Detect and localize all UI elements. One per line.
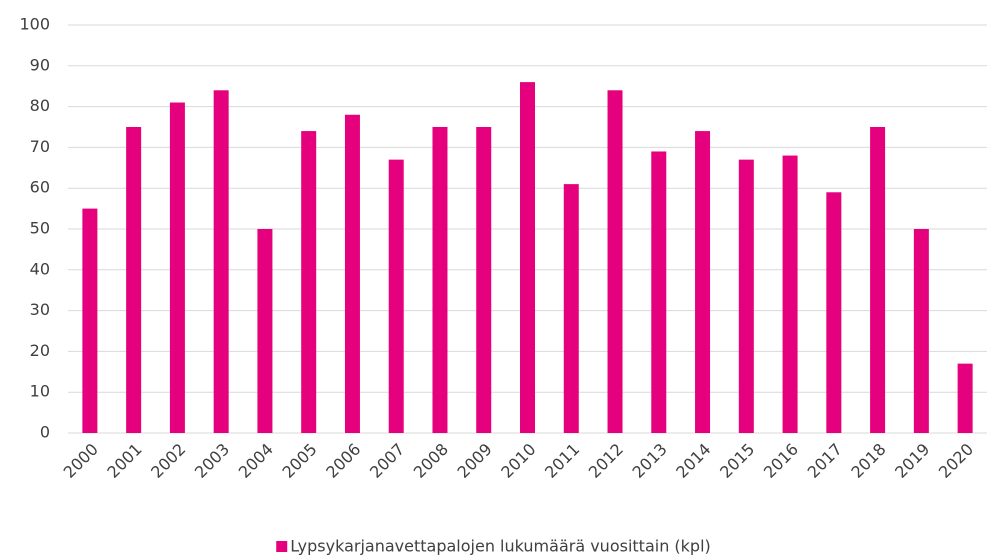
x-tick-label: 2011 bbox=[541, 440, 583, 482]
bar bbox=[476, 127, 492, 433]
x-tick-label: 2016 bbox=[760, 440, 802, 482]
y-tick-label: 0 bbox=[40, 423, 50, 442]
y-tick-label: 40 bbox=[30, 259, 50, 278]
legend-swatch bbox=[276, 541, 288, 552]
x-tick-label: 2002 bbox=[147, 440, 189, 482]
bar bbox=[432, 127, 448, 433]
bar bbox=[738, 159, 754, 433]
bar bbox=[344, 114, 360, 433]
x-tick-label: 2013 bbox=[629, 440, 671, 482]
y-tick-label: 80 bbox=[30, 96, 50, 115]
bar bbox=[913, 229, 929, 433]
bar bbox=[826, 192, 842, 433]
x-tick-label: 2009 bbox=[454, 440, 496, 482]
x-tick-label: 2001 bbox=[103, 440, 145, 482]
bar bbox=[126, 127, 142, 433]
bar bbox=[607, 90, 623, 433]
y-tick-label: 70 bbox=[30, 137, 50, 156]
legend-label: Lypsykarjanavettapalojen lukumäärä vuosi… bbox=[290, 537, 711, 556]
bar bbox=[870, 127, 886, 433]
bar bbox=[257, 229, 273, 433]
x-tick-label: 2005 bbox=[278, 440, 320, 482]
x-tick-label: 2000 bbox=[60, 440, 102, 482]
y-tick-label: 100 bbox=[19, 15, 50, 34]
bar bbox=[695, 131, 711, 433]
x-tick-label: 2008 bbox=[410, 440, 452, 482]
x-tick-label: 2010 bbox=[497, 440, 539, 482]
x-tick-label: 2014 bbox=[672, 440, 714, 482]
x-tick-label: 2020 bbox=[935, 440, 977, 482]
y-tick-label: 20 bbox=[30, 341, 50, 360]
bar bbox=[957, 363, 973, 433]
x-tick-label: 2012 bbox=[585, 440, 627, 482]
bar bbox=[651, 151, 667, 434]
bar bbox=[388, 159, 404, 433]
bar bbox=[82, 208, 98, 433]
x-tick-label: 2006 bbox=[322, 440, 364, 482]
y-tick-label: 50 bbox=[30, 219, 50, 238]
bar bbox=[301, 131, 317, 433]
x-tick-label: 2017 bbox=[804, 440, 846, 482]
y-tick-label: 30 bbox=[30, 300, 50, 319]
bar bbox=[782, 155, 798, 433]
x-tick-label: 2019 bbox=[891, 440, 933, 482]
x-tick-label: 2004 bbox=[235, 440, 277, 482]
bar bbox=[213, 90, 229, 433]
x-tick-label: 2015 bbox=[716, 440, 758, 482]
bar bbox=[563, 184, 579, 433]
x-tick-label: 2003 bbox=[191, 440, 233, 482]
y-tick-label: 10 bbox=[30, 382, 50, 401]
x-tick-label: 2007 bbox=[366, 440, 408, 482]
bar bbox=[520, 82, 535, 434]
y-tick-label: 90 bbox=[30, 55, 50, 74]
bar bbox=[169, 102, 185, 434]
x-tick-label: 2018 bbox=[847, 440, 889, 482]
y-tick-label: 60 bbox=[30, 178, 50, 197]
